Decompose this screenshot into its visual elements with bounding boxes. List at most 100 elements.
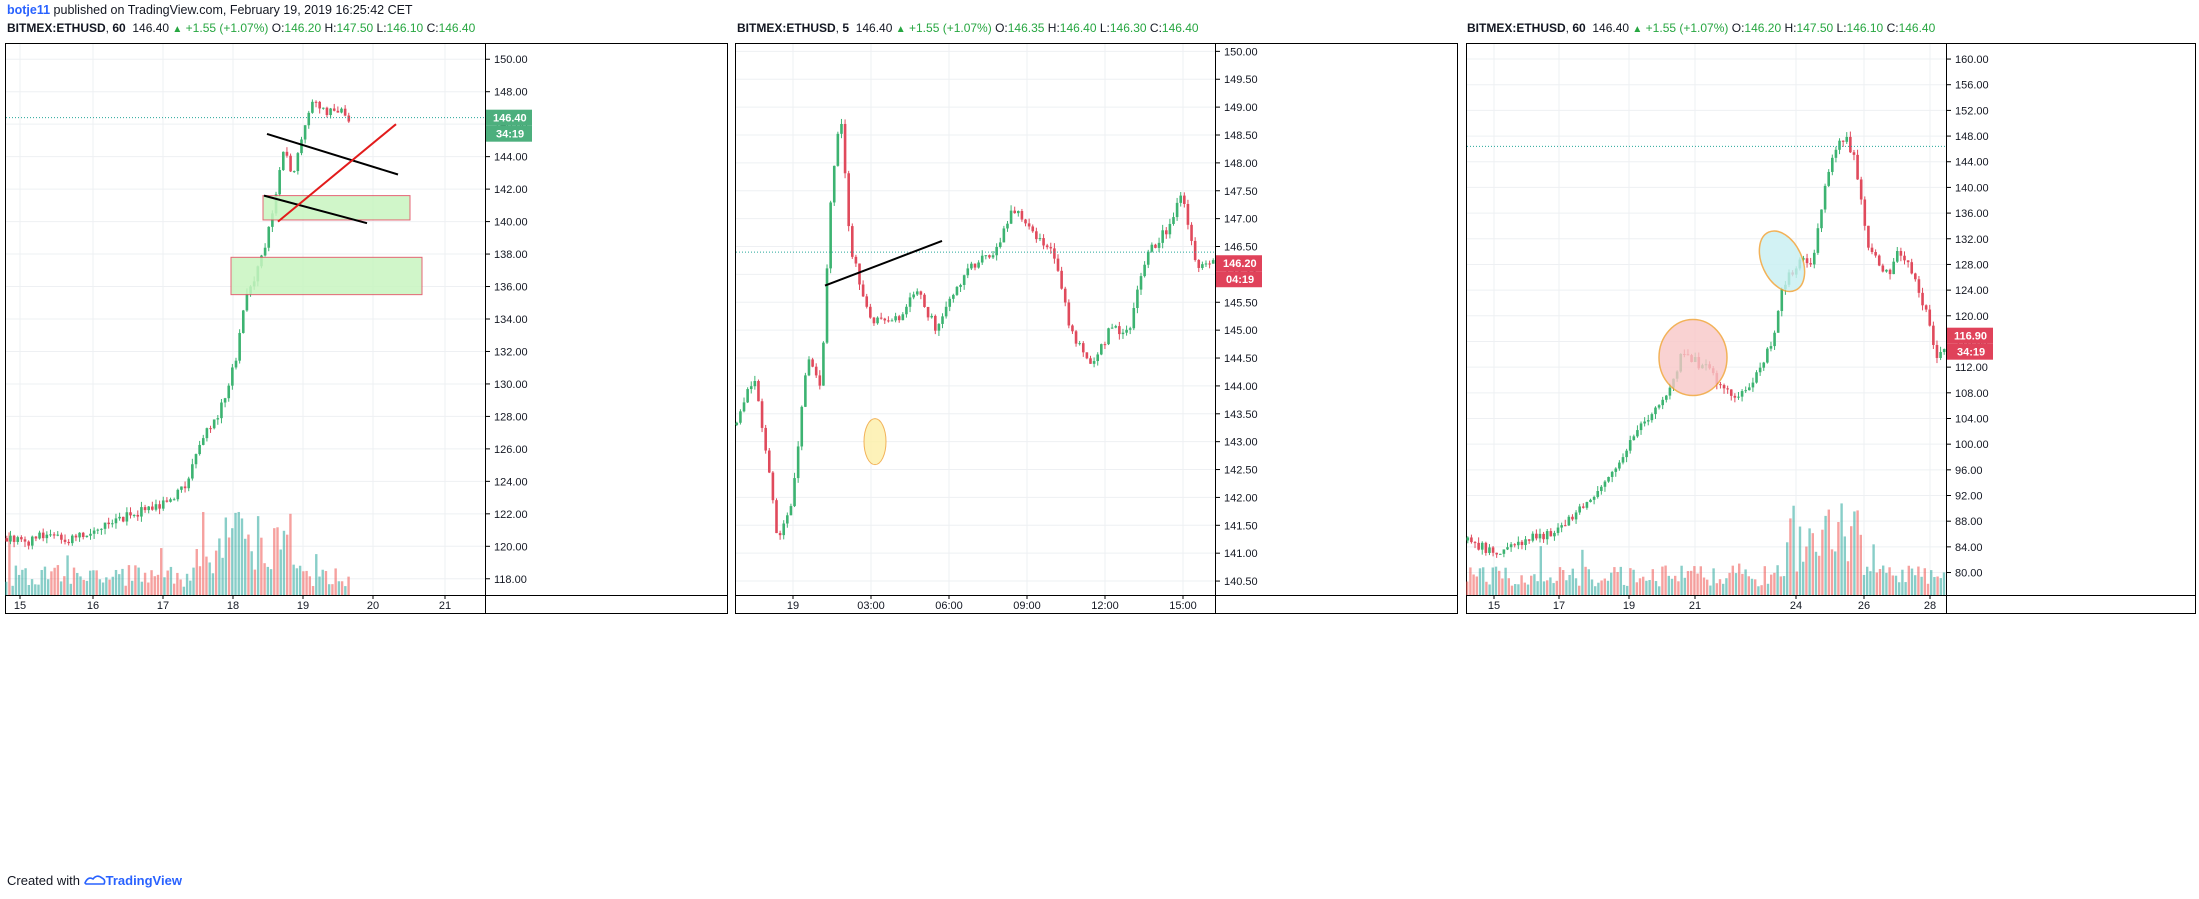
candle-body (332, 108, 336, 111)
chart-panel-3[interactable]: 80.00 84.00 88.00 92.00 96.00 100.00 104.00 108… (1466, 43, 2196, 863)
y-tick-label: 144.00 (1224, 381, 1258, 393)
candle-body (1470, 537, 1473, 543)
candle-body (1665, 395, 1668, 400)
candle-body (1776, 311, 1780, 333)
volume-bar (1891, 575, 1894, 595)
volume-bar (1491, 567, 1494, 595)
candle-body (1164, 230, 1168, 235)
candle-body (1074, 331, 1078, 344)
candle-body (977, 262, 980, 268)
volume-bar (1846, 561, 1850, 595)
candle-body (843, 123, 847, 174)
candle-body (194, 454, 198, 465)
volume-bar (1702, 577, 1706, 595)
chart-panel-2[interactable]: 140.50 141.00 141.50 142.00 142.50 143.00 143.… (735, 43, 1458, 863)
candle-body (861, 284, 865, 297)
y-tick-label: 112.00 (1955, 362, 1988, 374)
candle-body (1748, 387, 1751, 391)
volume-bar (253, 569, 257, 595)
volume-bar (156, 574, 160, 595)
volume-bar (1571, 568, 1574, 595)
candle-body (1157, 242, 1161, 248)
interval-label: 60 (112, 21, 126, 35)
volume-bar (1917, 566, 1920, 595)
volume-bar (76, 572, 79, 595)
volume-bar (1568, 574, 1571, 595)
candle-body (1100, 344, 1103, 355)
volume-bar (1885, 572, 1888, 595)
volume-bar (114, 569, 118, 595)
candle-body (1650, 414, 1654, 421)
chart-panel-1[interactable]: 118.00 120.00 122.00 124.00 126.00 128.00 130.… (5, 43, 728, 863)
volume-bar (1779, 576, 1782, 595)
candle-body (789, 506, 793, 516)
candle-body (1773, 332, 1776, 347)
candle-body (1031, 226, 1035, 232)
volume-bar (1619, 566, 1622, 595)
change-value: +1.55 (+1.07%) (909, 21, 992, 35)
candle-body (147, 506, 150, 511)
candle-body (89, 533, 92, 536)
candle-body (103, 522, 107, 529)
candle-body (267, 226, 271, 248)
volume-bar (1478, 568, 1482, 595)
candle-body (1809, 263, 1812, 265)
candle-body (1820, 209, 1823, 229)
candle-body (227, 385, 231, 399)
volume-bar (1731, 565, 1734, 595)
candle-body (241, 310, 245, 333)
candle-body (973, 263, 977, 268)
low-key: L: (1099, 21, 1110, 35)
volume-bar (1686, 571, 1690, 595)
volume-bar (1827, 509, 1830, 595)
volume-bar (1603, 578, 1606, 595)
candle-body (1780, 289, 1784, 312)
candle-body (775, 500, 778, 534)
interval-label: 5 (842, 21, 850, 35)
candle-body (735, 422, 739, 425)
volume-bar (1933, 577, 1936, 595)
volume-bar (202, 511, 205, 595)
candle-body (1110, 327, 1114, 329)
volume-bar (311, 586, 315, 595)
x-tick-label: 18 (227, 600, 239, 612)
y-tick-label: 140.00 (494, 217, 528, 229)
x-tick-label: 17 (157, 600, 169, 612)
volume-bar (1475, 576, 1478, 595)
volume-bar (176, 572, 179, 595)
candle-body (771, 472, 775, 501)
volume-bar (1712, 568, 1715, 595)
candle-body (1838, 140, 1841, 150)
y-tick-label: 132.00 (1955, 234, 1989, 246)
countdown-label-text: 34:19 (1957, 347, 1985, 359)
volume-bar (1590, 579, 1594, 595)
candle-body (1121, 332, 1125, 335)
candle-body (1812, 252, 1816, 265)
candle-body (1035, 231, 1038, 240)
volume-bar (1926, 583, 1930, 595)
volume-bar (1693, 566, 1696, 595)
volume-bar (118, 574, 121, 595)
volume-bar (1754, 579, 1757, 595)
candle-body (1197, 259, 1201, 268)
y-tick-label: 120.00 (494, 541, 528, 553)
volume-bar (315, 554, 318, 595)
author-link[interactable]: botje11 (7, 3, 51, 17)
volume-bar (1894, 575, 1898, 595)
candle-body (212, 419, 216, 429)
volume-bar (211, 573, 215, 595)
candle-body (915, 291, 919, 295)
candle-body (984, 255, 988, 257)
panel-frame (735, 43, 1458, 614)
candle-body (1491, 547, 1495, 553)
y-tick-label: 148.50 (1224, 130, 1258, 142)
volume-bar (1667, 575, 1670, 595)
volume-bar (1632, 569, 1635, 595)
y-tick-label: 92.00 (1955, 491, 1983, 503)
y-tick-label: 141.00 (1224, 548, 1258, 560)
candle-body (158, 504, 161, 509)
candle-body (832, 165, 836, 203)
tradingview-link[interactable]: TradingView (105, 873, 182, 888)
candle-body (1081, 343, 1085, 353)
interval-label: 60 (1572, 21, 1586, 35)
